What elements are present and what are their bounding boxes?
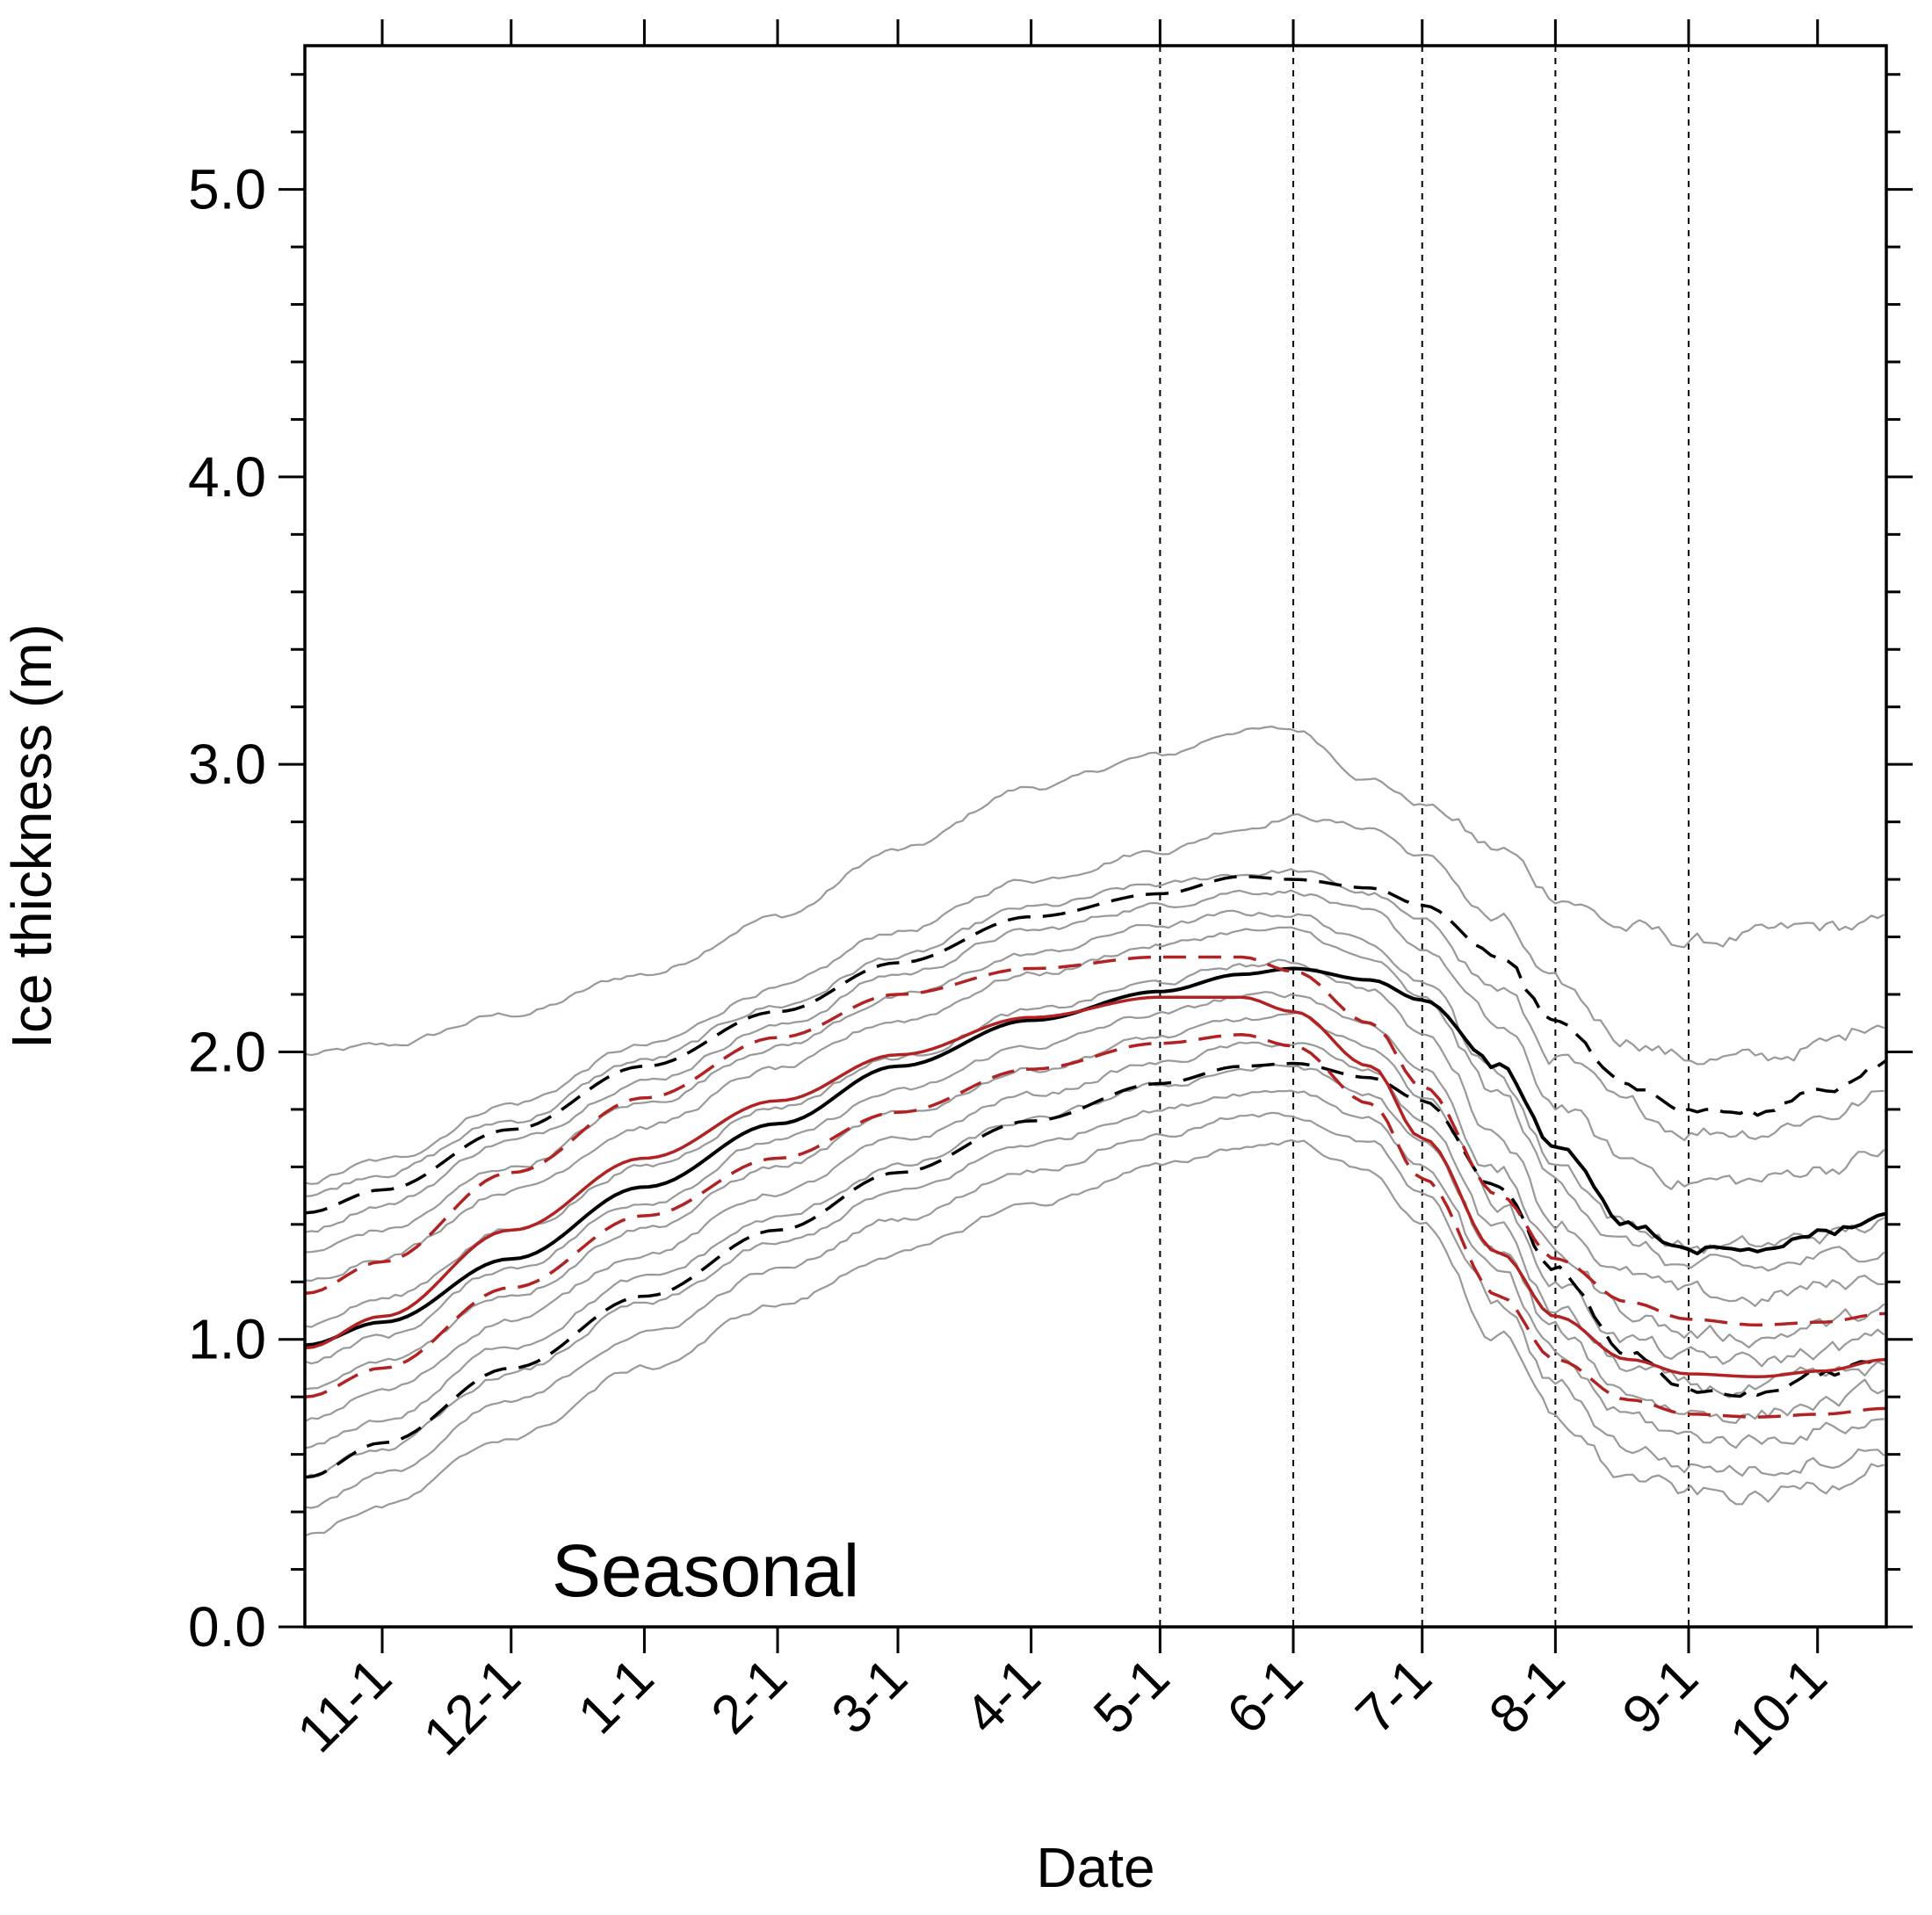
ensemble-series-line <box>304 813 1885 1185</box>
ensemble-series-line <box>304 889 1885 1233</box>
seasonal-annotation: Seasonal <box>552 1529 859 1612</box>
x-tick-label: 1-1 <box>567 1647 665 1745</box>
x-tick-label: 7-1 <box>1344 1647 1443 1745</box>
axis-ticks <box>279 19 1913 1653</box>
ensemble-series-line <box>304 1041 1885 1423</box>
red-solid-series-line <box>304 995 1887 1379</box>
x-tick-label: 12-1 <box>412 1647 532 1767</box>
ensemble-series-line <box>304 1111 1885 1509</box>
y-tick-label: 3.0 <box>188 733 266 796</box>
red-dash-series-line <box>304 1033 1887 1419</box>
black-dash-series-line <box>304 875 1888 1215</box>
y-tick-label: 4.0 <box>188 445 266 509</box>
x-tick-labels: 11-1 12-1 1-1 2-1 3-1 4-1 5-1 6-1 7-1 8-1 9-1 10-1 <box>286 1647 1839 1767</box>
y-tick-label: 1.0 <box>188 1308 266 1371</box>
x-tick-label: 8-1 <box>1478 1647 1576 1745</box>
y-tick-label: 5.0 <box>188 158 266 221</box>
ensemble-series-line <box>304 958 1885 1328</box>
x-tick-label: 10-1 <box>1719 1647 1839 1767</box>
ensemble-series-line <box>304 909 1885 1254</box>
x-axis-label: Date <box>1036 1836 1154 1899</box>
series-layer <box>304 725 1888 1537</box>
red-dash-series-line <box>304 955 1887 1327</box>
ensemble-series-line <box>304 1138 1885 1537</box>
ensemble-series-line <box>304 725 1885 1057</box>
black-solid-series-line <box>304 966 1887 1348</box>
plot-frame <box>303 44 1888 1629</box>
ensemble-series-line <box>304 991 1885 1365</box>
y-tick-label: 2.0 <box>188 1020 266 1083</box>
x-tick-label: 3-1 <box>821 1647 919 1745</box>
ensemble-series-line <box>304 868 1885 1197</box>
y-tick-label: 0.0 <box>188 1595 266 1658</box>
ensemble-series-line <box>304 1011 1885 1391</box>
y-tick-labels: 0.0 1.0 2.0 3.0 4.0 5.0 <box>188 158 266 1658</box>
x-tick-label: 11-1 <box>286 1647 403 1764</box>
y-axis-label: Ice thickness (m) <box>0 624 63 1049</box>
reference-lines <box>1159 46 1690 1627</box>
x-tick-label: 5-1 <box>1082 1647 1181 1745</box>
x-tick-label: 2-1 <box>700 1647 799 1745</box>
x-tick-label: 4-1 <box>953 1647 1052 1745</box>
black-dash-series-line <box>304 1061 1887 1479</box>
x-tick-label: 6-1 <box>1216 1647 1314 1745</box>
ensemble-series-line <box>304 1089 1885 1478</box>
x-tick-label: 9-1 <box>1611 1647 1710 1745</box>
ensemble-series-line <box>304 926 1885 1283</box>
